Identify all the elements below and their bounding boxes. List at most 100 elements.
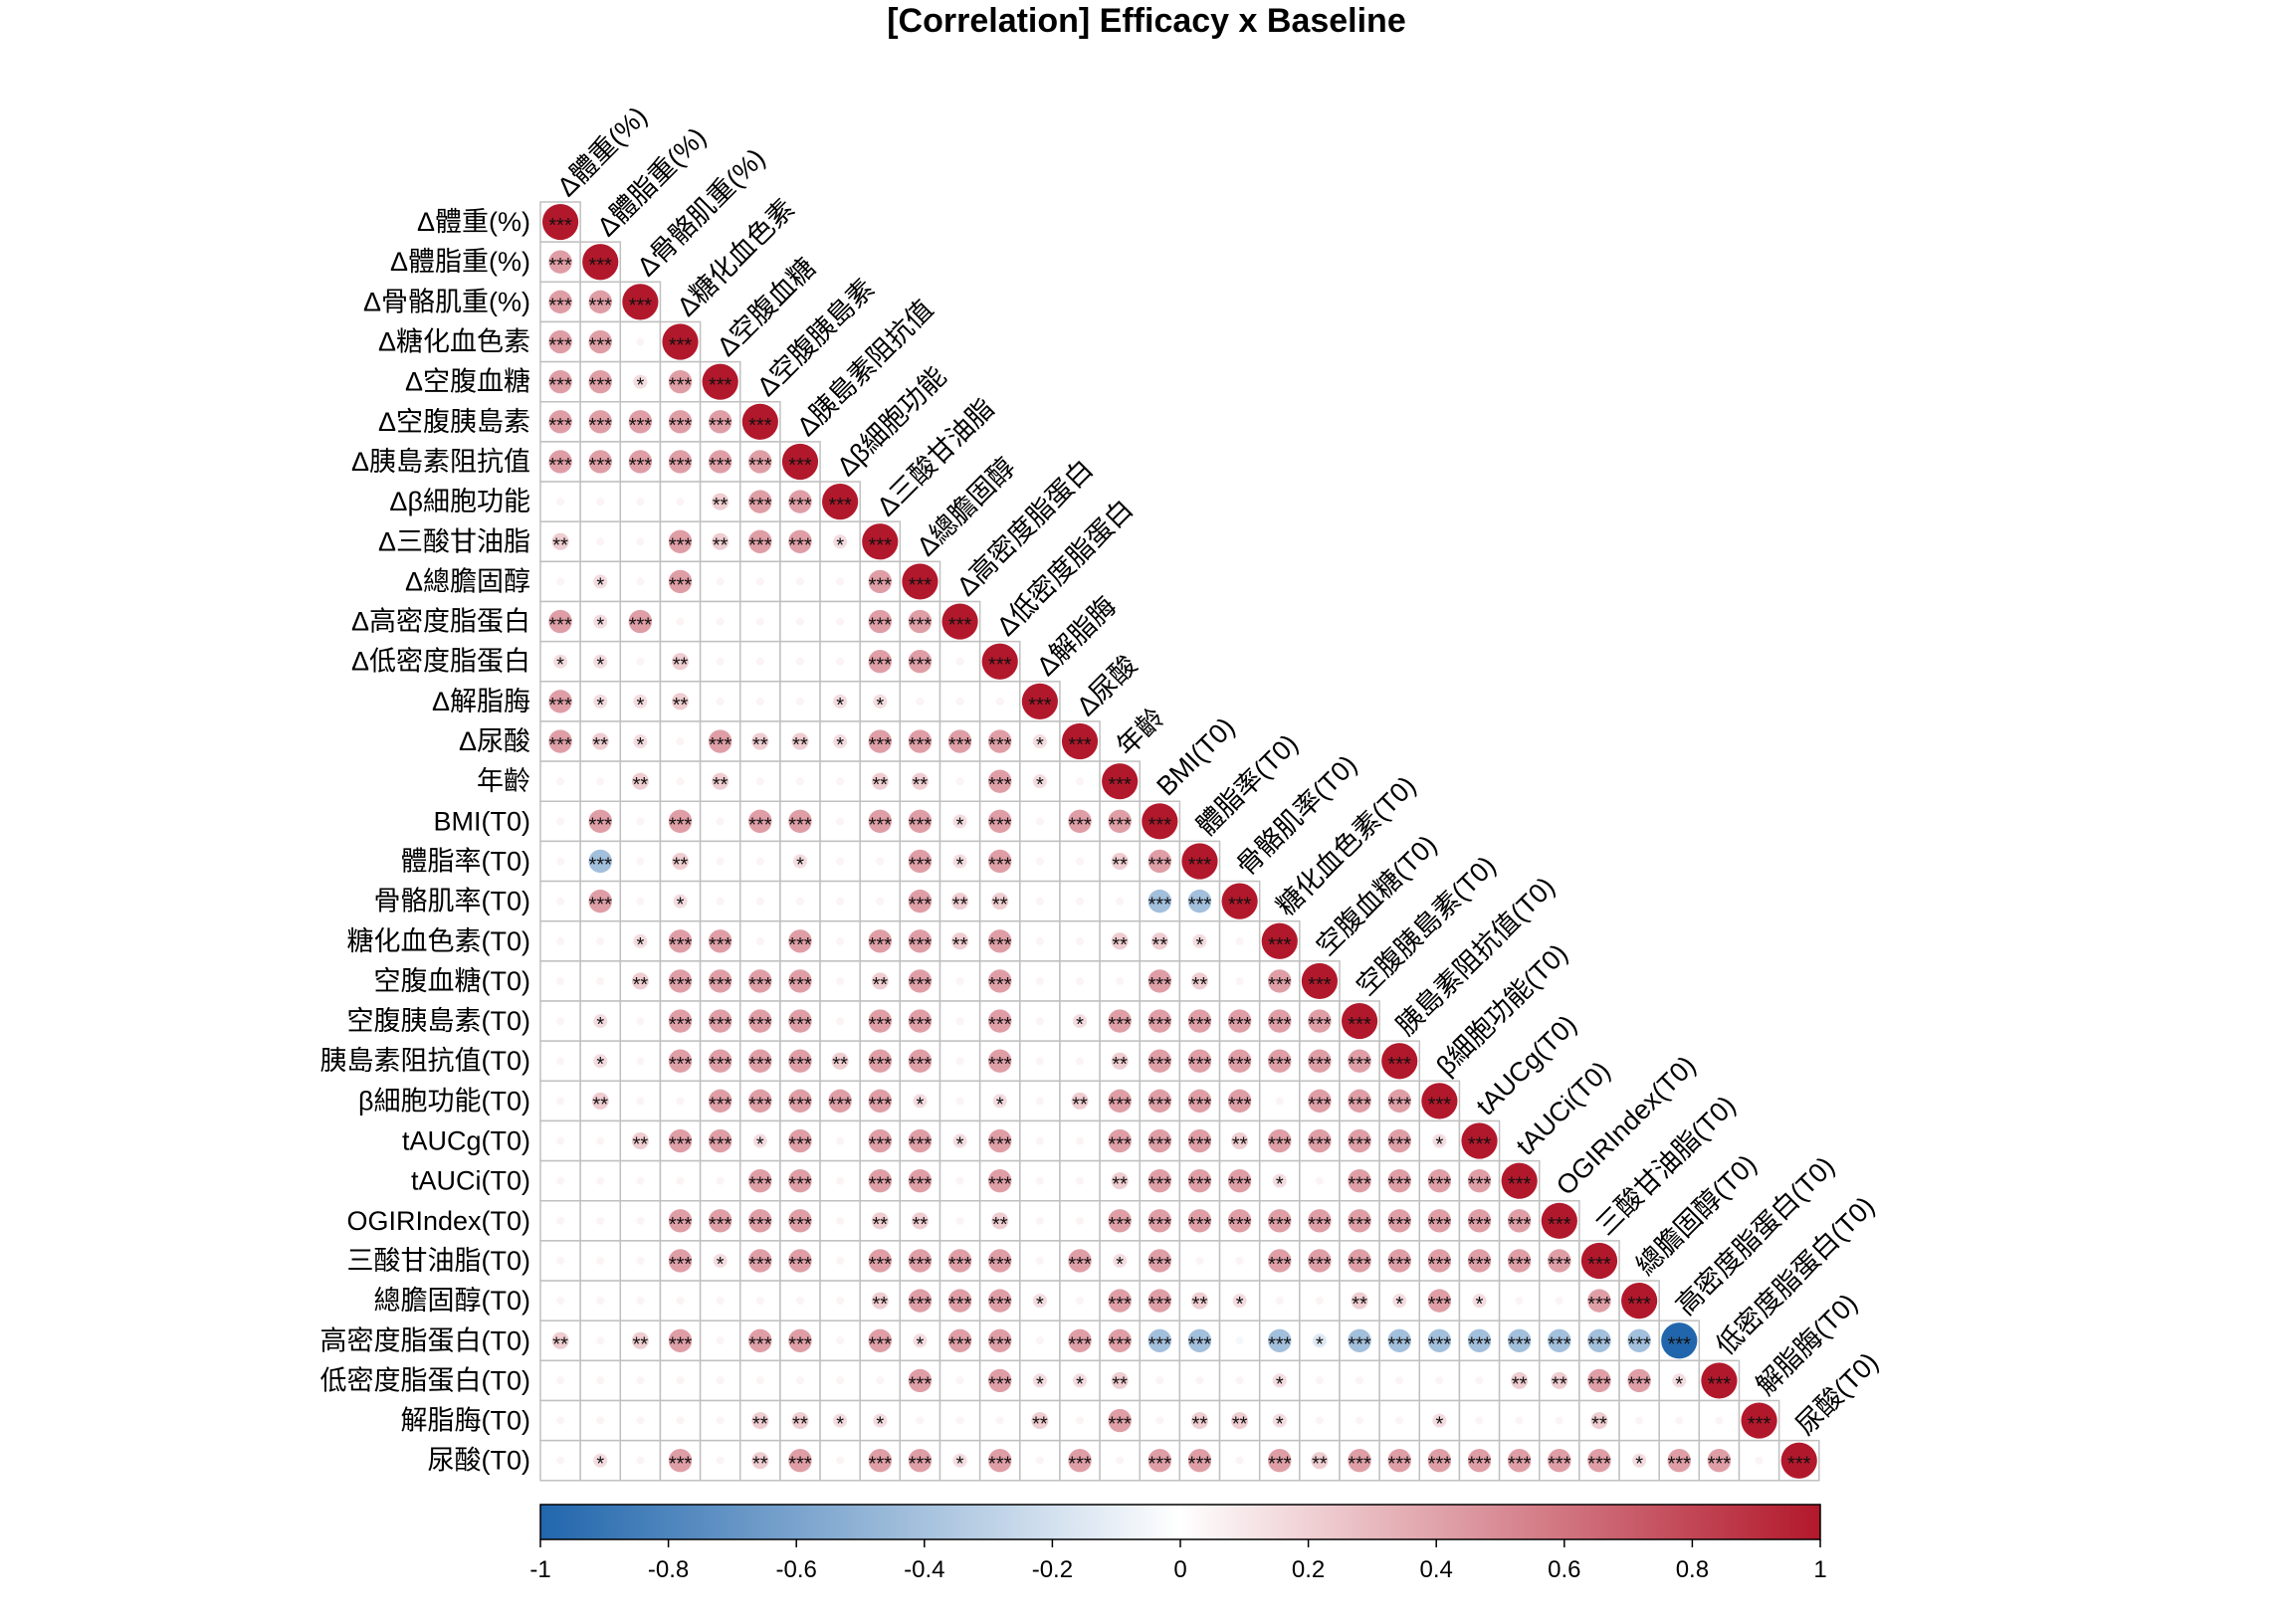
correlation-circle: [668, 369, 693, 394]
correlation-circle: [1187, 1168, 1212, 1193]
row-label: Δ糖化血色素: [378, 327, 530, 357]
correlation-circle: [622, 284, 659, 320]
correlation-circle: [868, 809, 892, 834]
correlation-circle: [1661, 1322, 1698, 1359]
correlation-circle: [908, 1168, 933, 1193]
correlation-circle: [1108, 1289, 1132, 1313]
significance-label: ***: [669, 415, 693, 437]
correlation-circle: [836, 897, 845, 906]
significance-label: ***: [909, 934, 933, 956]
correlation-circle: [636, 1097, 645, 1106]
significance-label: **: [1312, 1454, 1328, 1476]
correlation-circle: [1707, 1449, 1732, 1473]
matrix-cell: [579, 441, 622, 483]
correlation-circle: [676, 1416, 685, 1425]
correlation-circle: [908, 849, 933, 874]
correlation-circle: [1111, 932, 1129, 950]
significance-label: ***: [1348, 1054, 1371, 1076]
correlation-circle: [947, 729, 972, 753]
significance-label: ***: [988, 974, 1012, 996]
correlation-circle: [955, 1017, 964, 1026]
significance-label: ***: [988, 814, 1012, 836]
significance-label: *: [596, 655, 604, 677]
correlation-circle: [988, 1009, 1012, 1033]
correlation-circle: [588, 329, 612, 354]
correlation-circle: [628, 450, 653, 474]
significance-label: ***: [1428, 1294, 1452, 1316]
correlation-circle: [1035, 1336, 1044, 1345]
correlation-circle: [755, 577, 764, 586]
correlation-circle: [596, 777, 605, 786]
correlation-circle: [908, 1249, 933, 1273]
correlation-circle: [871, 1212, 889, 1230]
correlation-circle: [1268, 1328, 1292, 1352]
correlation-circle: [748, 490, 772, 513]
significance-label: ***: [869, 1014, 893, 1036]
correlation-circle: [1701, 1362, 1738, 1399]
color-scale-tick-label: 0.2: [1292, 1556, 1325, 1583]
correlation-circle: [702, 363, 738, 400]
correlation-circle: [755, 777, 764, 786]
correlation-circle: [1467, 1249, 1492, 1273]
correlation-circle: [952, 1133, 967, 1148]
significance-label: ***: [1268, 974, 1292, 996]
significance-label: ***: [748, 534, 772, 556]
correlation-circle: [668, 569, 693, 594]
significance-label: ***: [1428, 1333, 1452, 1355]
significance-label: ***: [1148, 1014, 1172, 1036]
correlation-circle: [556, 897, 565, 906]
row-label: β細胞功能(T0): [358, 1086, 530, 1116]
correlation-circle: [988, 1328, 1012, 1352]
significance-label: ***: [669, 934, 693, 956]
significance-label: ***: [669, 1014, 693, 1036]
significance-label: *: [596, 1454, 604, 1476]
matrix-cell: [1019, 1080, 1061, 1122]
significance-label: ***: [669, 974, 693, 996]
correlation-circle: [712, 532, 730, 550]
correlation-circle: [1187, 889, 1212, 914]
correlation-circle: [836, 1017, 845, 1026]
significance-label: ***: [788, 1014, 812, 1036]
significance-label: ***: [788, 1333, 812, 1355]
significance-label: *: [996, 1094, 1004, 1116]
correlation-circle: [1076, 857, 1085, 866]
correlation-circle: [748, 809, 772, 834]
significance-label: **: [673, 854, 689, 876]
correlation-circle: [908, 609, 933, 634]
correlation-circle: [556, 857, 565, 866]
correlation-circle: [1587, 1289, 1611, 1313]
correlation-circle: [1551, 1371, 1568, 1389]
significance-label: ***: [1388, 1054, 1412, 1076]
correlation-circle: [636, 1376, 645, 1385]
correlation-circle: [1315, 1376, 1324, 1385]
correlation-circle: [541, 203, 579, 241]
row-label: 年齡: [477, 766, 530, 796]
correlation-circle: [836, 1376, 845, 1385]
correlation-circle: [788, 1128, 812, 1153]
significance-label: ***: [1148, 814, 1172, 836]
correlation-circle: [556, 1256, 565, 1265]
correlation-circle: [868, 1449, 892, 1473]
correlation-circle: [588, 450, 612, 474]
significance-label: ***: [1188, 895, 1212, 916]
color-scale-tick-label: -1: [529, 1556, 550, 1583]
correlation-circle: [1187, 1209, 1212, 1233]
correlation-circle: [951, 932, 969, 950]
significance-label: ***: [1388, 1134, 1412, 1156]
significance-label: ***: [669, 375, 693, 397]
correlation-circle: [981, 643, 1018, 680]
significance-label: *: [596, 574, 604, 596]
correlation-circle: [596, 976, 605, 985]
significance-label: ***: [869, 1333, 893, 1355]
significance-label: ***: [709, 1134, 732, 1156]
correlation-circle: [1108, 1209, 1132, 1233]
correlation-circle: [1035, 1256, 1044, 1265]
matrix-cell: [779, 1399, 821, 1442]
significance-label: ***: [1508, 1454, 1532, 1476]
correlation-circle: [911, 1212, 929, 1230]
correlation-circle: [836, 936, 845, 945]
significance-label: ***: [1108, 1014, 1132, 1036]
correlation-circle: [1472, 1294, 1487, 1309]
significance-label: **: [552, 1333, 568, 1355]
correlation-circle: [947, 1328, 972, 1352]
